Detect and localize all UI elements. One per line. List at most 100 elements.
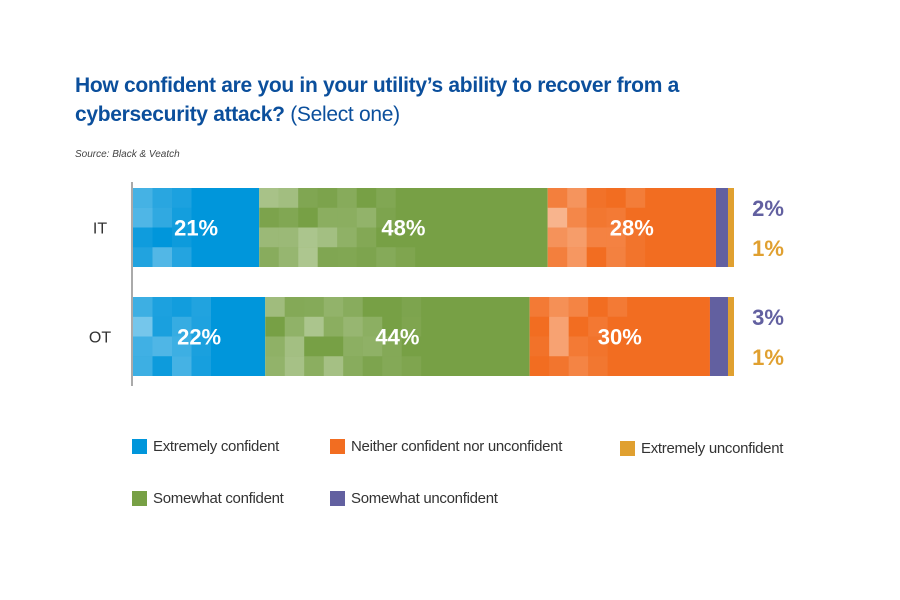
bar-texture-tile	[606, 207, 626, 228]
category-label-it: IT	[93, 221, 107, 238]
bar-texture-tile	[337, 188, 357, 208]
data-label-it-3: 2%	[752, 196, 784, 221]
bar-texture-tile	[317, 207, 338, 228]
bar-texture-tile	[337, 227, 357, 248]
legend-item-somewhat-confident: Somewhat confident	[132, 490, 284, 507]
bar-texture-tile	[304, 297, 324, 317]
bar-texture-tile	[362, 356, 383, 376]
bar-texture-tile	[284, 297, 305, 317]
bar-texture-tile	[588, 356, 608, 376]
bar-texture-tile	[284, 316, 305, 337]
title-main: How confident are you in your utility’s …	[75, 74, 679, 126]
category-label-ot: OT	[89, 330, 111, 347]
bar-texture-tile	[278, 227, 299, 248]
bar-texture-tile	[337, 207, 357, 228]
bar-texture-tile	[323, 356, 344, 376]
bar-texture-tile	[529, 336, 550, 357]
bar-texture-tile	[133, 188, 153, 208]
bar-ot-segment-1	[265, 297, 530, 376]
legend-label: Extremely unconfident	[641, 440, 784, 457]
bar-texture-tile	[401, 356, 422, 376]
bar-texture-tile	[323, 297, 344, 317]
bar-texture-tile	[549, 316, 569, 337]
legend-label: Somewhat confident	[153, 490, 284, 507]
legend-item-somewhat-unconfident: Somewhat unconfident	[330, 490, 498, 507]
bar-texture-tile	[304, 316, 324, 337]
bar-texture-tile	[133, 247, 153, 267]
bar-texture-tile	[337, 247, 357, 267]
title-suffix: (Select one)	[290, 103, 400, 126]
bar-texture-tile	[172, 356, 192, 376]
bar-texture-tile	[133, 316, 153, 337]
bar-texture-tile	[606, 227, 626, 248]
bar-texture-tile	[376, 247, 396, 267]
bar-texture-tile	[606, 247, 626, 267]
legend-label: Somewhat unconfident	[351, 490, 498, 507]
bar-texture-tile	[133, 227, 153, 248]
bar-texture-tile	[317, 247, 338, 267]
bar-texture-tile	[172, 188, 192, 208]
bar-texture-tile	[547, 227, 568, 248]
bar-texture-tile	[362, 336, 383, 357]
bar-texture-tile	[343, 336, 363, 357]
bar-texture-tile	[152, 297, 172, 317]
bar-texture-tile	[356, 207, 377, 228]
data-label-ot-1: 44%	[375, 325, 419, 350]
bar-texture-tile	[152, 188, 172, 208]
bar-texture-tile	[567, 247, 587, 267]
bar-texture-tile	[152, 247, 172, 267]
bar-texture-tile	[298, 188, 318, 208]
bar-texture-tile	[298, 247, 318, 267]
bar-texture-tile	[567, 188, 587, 208]
bar-texture-tile	[259, 247, 279, 267]
legend-label: Extremely confident	[153, 438, 280, 455]
bar-texture-tile	[191, 356, 211, 376]
bar-texture-tile	[152, 356, 172, 376]
bar-texture-tile	[284, 356, 305, 376]
chart-title: How confident are you in your utility’s …	[75, 71, 775, 129]
bar-texture-tile	[152, 207, 172, 228]
bar-ot-segment-3	[709, 297, 728, 376]
legend-swatch	[620, 441, 635, 456]
bar-texture-tile	[172, 207, 192, 228]
data-label-ot-0: 22%	[177, 325, 221, 350]
bar-texture-tile	[172, 336, 192, 357]
bar-texture-tile	[362, 316, 383, 337]
bar-texture-tile	[343, 356, 363, 376]
legend-item-extremely-confident: Extremely confident	[132, 438, 279, 455]
source-note: Source: Black & Veatch	[75, 149, 180, 160]
bar-texture-tile	[172, 247, 192, 267]
bar-texture-tile	[259, 188, 279, 208]
bar-ot-segment-0	[133, 297, 266, 376]
bar-texture-tile	[382, 336, 402, 357]
bar-it-segment-0	[133, 188, 260, 267]
bar-texture-tile	[133, 336, 153, 357]
bar-texture-tile	[278, 188, 299, 208]
bar-texture-tile	[382, 356, 402, 376]
bar-texture-tile	[547, 188, 568, 208]
bar-texture-tile	[191, 316, 211, 337]
bar-texture-tile	[568, 356, 589, 376]
bar-texture-tile	[549, 356, 569, 376]
bar-texture-tile	[567, 227, 587, 248]
data-label-it-4: 1%	[752, 236, 784, 261]
bar-texture-tile	[191, 297, 211, 317]
bar-it-segment-1	[259, 188, 548, 267]
legend-swatch	[330, 439, 345, 454]
legend-label: Neither confident nor unconfident	[351, 438, 563, 455]
bar-texture-tile	[265, 356, 285, 376]
bar-texture-tile	[547, 207, 568, 228]
bar-texture-tile	[588, 316, 608, 337]
data-label-ot-4: 1%	[752, 345, 784, 370]
bar-texture-tile	[133, 356, 153, 376]
bar-texture-tile	[317, 188, 338, 208]
bar-texture-tile	[586, 188, 607, 208]
bar-texture-tile	[549, 336, 569, 357]
bar-texture-tile	[401, 297, 422, 317]
bar-texture-tile	[568, 297, 589, 317]
legend-swatch	[330, 491, 345, 506]
data-label-it-0: 21%	[174, 216, 218, 241]
bar-texture-tile	[586, 227, 607, 248]
